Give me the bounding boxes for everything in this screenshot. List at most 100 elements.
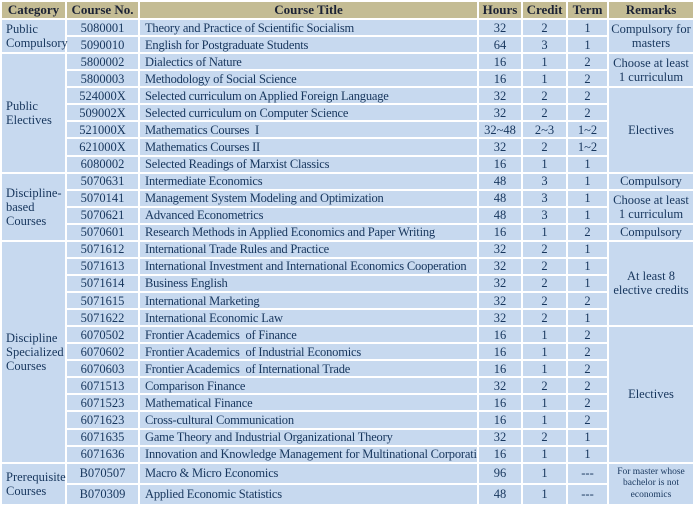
course-title-cell: Management System Modeling and Optimizat…: [138, 188, 479, 208]
remarks-cell: For master whose bachelor is not economi…: [607, 461, 693, 506]
course-no-cell: 6070602: [65, 342, 140, 362]
term-cell: 1: [566, 205, 609, 225]
term-cell: 1: [566, 427, 609, 447]
credit-cell: 1: [521, 393, 568, 413]
course-no-cell: 5080001: [65, 17, 140, 38]
hours-cell: 32: [477, 256, 523, 276]
remarks-cell: Electives: [607, 325, 693, 464]
table-row: Discipline-based Courses 5070631 Interme…: [0, 171, 693, 242]
hours-cell: 32: [477, 17, 523, 38]
course-title-cell: Mathematical Finance: [138, 393, 479, 413]
credit-cell: 1: [521, 359, 568, 379]
term-cell: 2: [566, 290, 609, 311]
table-row: 5071622 International Economic Law 32 2 …: [1, 308, 693, 328]
table-row: 5090010 English for Postgraduate Student…: [1, 35, 693, 55]
term-cell: 2: [566, 69, 609, 89]
table-row: 509002X Selected curriculum on Computer …: [1, 103, 693, 123]
hours-cell: 16: [477, 393, 523, 413]
hours-cell: 48: [477, 482, 523, 506]
course-no-cell: 5071622: [65, 308, 140, 328]
term-cell: 2: [566, 86, 609, 106]
course-title-cell: Selected curriculum on Applied Foreign L…: [138, 86, 479, 106]
course-no-cell: 5800003: [65, 69, 140, 89]
course-title-cell: Applied Economic Statistics: [138, 482, 479, 506]
credit-cell: 3: [521, 171, 568, 191]
course-title-cell: Mathematics Courses II: [138, 137, 479, 157]
term-cell: 1: [566, 444, 609, 464]
course-title-cell: Research Methods in Applied Economics an…: [138, 222, 479, 242]
term-cell: 1: [566, 154, 609, 174]
term-cell: 2: [566, 103, 609, 123]
credit-cell: 2: [521, 256, 568, 276]
course-no-cell: B070309: [65, 482, 140, 506]
credit-cell: 2: [521, 86, 568, 106]
credit-cell: 2: [521, 137, 568, 157]
credit-cell: 2: [521, 308, 568, 328]
course-title-cell: Macro & Micro Economics: [138, 461, 479, 485]
table-row: 6070502 Frontier Academics of Finance 16…: [1, 325, 693, 464]
term-cell: 1: [566, 188, 609, 208]
col-header-credit: Credit: [521, 0, 568, 20]
hours-cell: 32~48: [477, 120, 523, 140]
credit-cell: 1: [521, 444, 568, 464]
credit-cell: 1: [521, 222, 568, 242]
term-cell: 2: [566, 342, 609, 362]
credit-cell: 1: [521, 325, 568, 345]
hours-cell: 64: [477, 35, 523, 55]
hours-cell: 48: [477, 205, 523, 225]
category-cell-discipline-based: Discipline-based Courses: [0, 171, 67, 242]
course-no-cell: 6071635: [65, 427, 140, 447]
course-title-cell: Comparison Finance: [138, 376, 479, 396]
credit-cell: 3: [521, 205, 568, 225]
hours-cell: 32: [477, 273, 523, 294]
course-title-cell: Frontier Academics of Industrial Economi…: [138, 342, 479, 362]
table-row: 5800003 Methodology of Social Science 16…: [1, 69, 693, 89]
credit-cell: 1: [521, 410, 568, 430]
course-title-cell: Mathematics Courses I: [138, 120, 479, 140]
col-header-course-no: Course No.: [65, 0, 140, 20]
table-row: 621000X Mathematics Courses II 32 2 1~2: [1, 137, 693, 157]
course-no-cell: 6071513: [65, 376, 140, 396]
remarks-cell: Choose at least 1 curriculum: [607, 52, 693, 89]
course-title-cell: International Economic Law: [138, 308, 479, 328]
col-header-category: Category: [0, 0, 67, 20]
hours-cell: 48: [477, 188, 523, 208]
term-cell: 1: [566, 171, 609, 191]
hours-cell: 16: [477, 410, 523, 430]
table-row: 524000X Selected curriculum on Applied F…: [1, 86, 693, 174]
course-no-cell: 6070502: [65, 325, 140, 345]
hours-cell: 16: [477, 342, 523, 362]
term-cell: 1: [566, 35, 609, 55]
table-row: 5071615 International Marketing 32 2 2: [1, 290, 693, 311]
credit-cell: 2: [521, 427, 568, 447]
course-no-cell: 6070603: [65, 359, 140, 379]
hours-cell: 16: [477, 222, 523, 242]
category-cell-public-compulsory: Public Compulsory: [0, 17, 68, 55]
course-no-cell: 5800002: [65, 52, 140, 72]
hours-cell: 16: [477, 359, 523, 379]
credit-cell: 2: [521, 376, 568, 396]
term-cell: 1: [566, 273, 609, 294]
table-row: Discipline Specialized Courses 5071612 I…: [0, 239, 693, 464]
course-title-cell: Methodology of Social Science: [138, 69, 479, 89]
credit-cell: 2: [521, 17, 568, 38]
course-no-cell: 6080002: [65, 154, 140, 174]
term-cell: 1: [566, 17, 609, 38]
hours-cell: 16: [477, 52, 523, 72]
course-no-cell: 6071623: [65, 410, 140, 430]
category-cell-public-electives: Public Electives: [0, 52, 67, 174]
course-title-cell: Game Theory and Industrial Organizationa…: [138, 427, 479, 447]
course-title-cell: Advanced Econometrics: [138, 205, 479, 225]
credit-cell: 1: [521, 342, 568, 362]
credit-cell: 1: [521, 461, 568, 485]
table-row: Prerequisite Courses B070507 Macro & Mic…: [0, 461, 693, 506]
term-cell: ---: [566, 461, 609, 485]
credit-cell: 2: [521, 273, 568, 294]
hours-cell: 32: [477, 290, 523, 311]
course-no-cell: 521000X: [65, 120, 140, 140]
hours-cell: 32: [477, 376, 523, 396]
course-no-cell: 5070621: [65, 205, 140, 225]
term-cell: 2: [566, 393, 609, 413]
course-no-cell: B070507: [65, 461, 140, 485]
